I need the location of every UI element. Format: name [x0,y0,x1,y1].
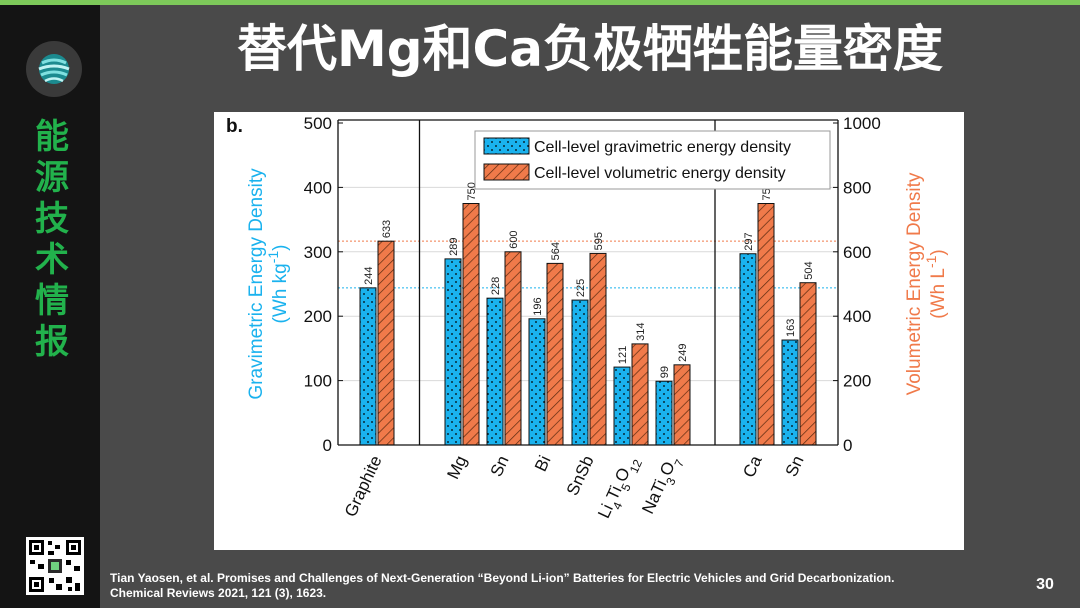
legend-swatch-gravimetric [483,137,530,155]
bar-gravimetric [655,380,673,446]
sidebar-title: 能源技术情报 [35,117,69,362]
legend-label-volumetric: Cell-level volumetric energy density [534,165,786,182]
panel-label: b. [226,116,243,137]
citation-line-1: Tian Yaosen, et al. Promises and Challen… [110,571,895,585]
category-label: Bi [531,453,555,475]
y-axis-title-left-unit: (Wh kg-1) [265,245,291,324]
globe-logo-icon [26,41,82,97]
legend: Cell-level gravimetric energy density Cel… [474,130,831,190]
data-label-gravimetric: 163 [785,319,797,337]
bar-gravimetric [613,366,631,446]
bar-gravimetric [571,299,589,446]
legend-swatch-volumetric [483,163,530,181]
data-label-gravimetric: 289 [448,238,460,256]
tick-label-left: 200 [304,307,332,326]
bar-gravimetric [486,297,504,446]
data-label-volumetric: 595 [593,232,605,250]
tick-label-right: 600 [843,243,871,262]
data-label-gravimetric: 196 [532,297,544,315]
category-label: Sn [487,453,513,480]
data-label-volumetric: 633 [381,220,393,238]
category-label: Sn [782,453,808,480]
bar-volumetric [377,240,395,446]
tick-label-left: 500 [304,114,332,133]
data-label-gravimetric: 244 [363,267,375,285]
tick-label-right: 0 [843,436,852,455]
top-accent-bar [0,0,1080,5]
legend-label-gravimetric: Cell-level gravimetric energy density [534,139,791,156]
bar-volumetric [462,203,480,446]
slide-title: 替代Mg和Ca负极牺牲能量密度 [237,20,943,78]
category-label: Mg [443,453,470,482]
bar-volumetric [799,282,817,446]
page-number: 30 [1036,576,1054,593]
y-axis-title-right-unit: (Wh L-1) [923,249,949,318]
data-label-gravimetric: 228 [490,277,502,295]
chart-panel: 244 633 Graphite 289 750 Mg 228 600 Sn 196 564 Bi 22… [214,112,964,550]
tick-label-left: 100 [304,372,332,391]
bar-gravimetric [739,253,757,446]
energy-density-chart: 244633Graphite289750Mg228600Sn196564Bi22… [226,114,949,523]
bar-gravimetric [528,318,546,446]
bar-gravimetric [781,339,799,446]
bar-gravimetric [359,287,377,446]
data-label-gravimetric: 225 [575,279,587,297]
data-label-gravimetric: 121 [617,346,629,364]
data-label-volumetric: 600 [508,230,520,248]
bar-volumetric [673,364,691,446]
legend-box [474,130,831,190]
tick-label-right: 800 [843,178,871,197]
data-label-volumetric: 564 [550,242,562,260]
bar-volumetric [546,262,564,446]
citation-line-2: Chemical Reviews 2021, 121 (3), 1623. [110,586,327,600]
category-label: Li4Ti5O12 [594,452,645,523]
sidebar: 能源技术情报 [0,5,100,608]
data-label-volumetric: 504 [803,261,815,279]
bar-gravimetric [444,258,462,446]
bar-volumetric [504,251,522,446]
tick-label-right: 400 [843,307,871,326]
data-label-volumetric: 249 [677,343,689,361]
tick-label-left: 300 [304,243,332,262]
bar-volumetric [757,203,775,446]
bar-volumetric [589,252,607,446]
citation[interactable]: Tian Yaosen, et al. Promises and Challen… [110,571,1030,601]
tick-label-left: 0 [323,436,332,455]
category-label: Graphite [341,453,386,520]
category-label: SnSb [563,453,598,499]
data-label-gravimetric: 99 [659,366,671,378]
tick-label-left: 400 [304,178,332,197]
bar-volumetric [631,343,649,446]
data-label-gravimetric: 297 [743,232,755,250]
y-axis-title-left: Gravimetric Energy Density [246,168,267,400]
tick-label-right: 200 [843,372,871,391]
data-label-volumetric: 314 [635,323,647,341]
category-label: Ca [739,452,766,480]
qr-code-icon [26,537,84,595]
tick-label-right: 1000 [843,114,881,133]
y-axis-title-right: Volumetric Energy Density [904,172,925,395]
category-label: NaTi3O7 [638,452,687,519]
